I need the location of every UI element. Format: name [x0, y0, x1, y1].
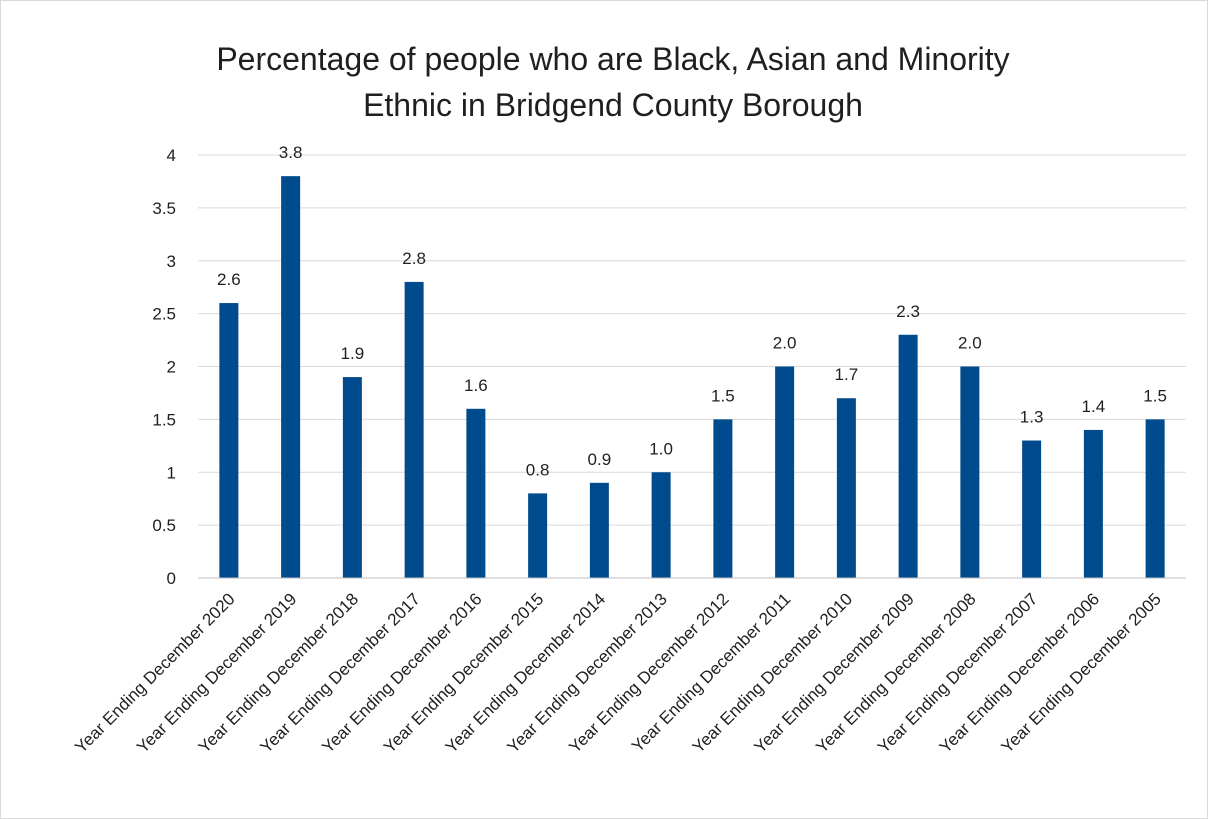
y-tick-label: 1	[167, 463, 176, 482]
data-label: 1.6	[464, 376, 488, 395]
bar	[898, 334, 918, 578]
bar	[713, 419, 733, 578]
chart-title: Percentage of people who are Black, Asia…	[216, 41, 1009, 123]
data-label: 2.3	[896, 302, 920, 321]
data-label: 0.9	[588, 450, 612, 469]
data-label: 1.0	[649, 439, 673, 458]
y-tick-label: 4	[167, 146, 176, 165]
bar	[466, 408, 486, 578]
data-label: 2.8	[402, 249, 426, 268]
data-label: 1.7	[835, 365, 859, 384]
bar	[651, 472, 671, 578]
bar	[404, 281, 424, 578]
bar	[1145, 419, 1165, 578]
bar	[281, 176, 301, 578]
bar	[1022, 440, 1042, 578]
y-tick-label: 3	[167, 252, 176, 271]
data-label: 1.4	[1082, 397, 1106, 416]
y-tick-label: 2	[167, 358, 176, 377]
y-tick-label: 1.5	[152, 410, 176, 429]
data-label: 1.5	[1143, 386, 1167, 405]
chart-title-line-2: Ethnic in Bridgend County Borough	[363, 87, 863, 123]
data-labels: 2.6 3.8 1.9 2.8 1.6 0.8 0.9 1.0 1.5 2.0 1.7 2.3 2.0 1…	[217, 143, 1167, 479]
data-label: 2.0	[958, 334, 982, 353]
y-axis-tick-labels: 0 0.5 1 1.5 2 2.5 3 3.5 4	[152, 146, 176, 588]
bar	[219, 303, 239, 578]
y-tick-label: 0.5	[152, 516, 176, 535]
data-label: 2.0	[773, 334, 797, 353]
data-label: 1.9	[341, 344, 365, 363]
bar	[589, 482, 609, 578]
data-label: 1.5	[711, 386, 735, 405]
data-label: 3.8	[279, 143, 303, 162]
y-tick-label: 0	[167, 569, 176, 588]
bar	[775, 366, 795, 578]
bar	[1083, 429, 1103, 578]
bar	[342, 377, 362, 578]
bars	[219, 176, 1165, 578]
gridlines	[198, 154, 1186, 526]
data-label: 2.6	[217, 270, 241, 289]
chart-title-line-1: Percentage of people who are Black, Asia…	[216, 41, 1009, 77]
bar	[836, 398, 856, 578]
y-tick-label: 2.5	[152, 305, 176, 324]
data-label: 0.8	[526, 460, 550, 479]
data-label: 1.3	[1020, 408, 1044, 427]
bar	[528, 493, 548, 578]
bar	[960, 366, 980, 578]
y-tick-label: 3.5	[152, 199, 176, 218]
